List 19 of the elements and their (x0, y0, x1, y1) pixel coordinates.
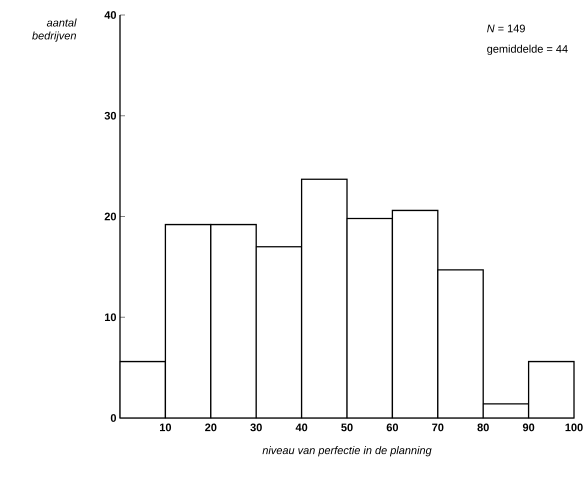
y-tick-label: 40 (104, 11, 116, 19)
x-tick-label: 100 (566, 424, 583, 432)
y-tick-label: 20 (104, 212, 116, 220)
x-tick-label: 30 (250, 424, 262, 432)
x-tick-label: 40 (296, 424, 308, 432)
x-tick-label: 80 (477, 424, 489, 432)
x-tick-label: 10 (160, 424, 172, 432)
x-tick-label: 70 (432, 424, 444, 432)
y-axis-title: aantal bedrijven (32, 18, 77, 42)
x-tick-label: 90 (522, 424, 534, 432)
y-tick-label: 0 (110, 414, 116, 422)
y-tick-label: 10 (104, 313, 116, 322)
annotation: N = 149 (487, 24, 525, 32)
annotation: gemiddelde = 44 (487, 44, 568, 55)
x-tick-label: 50 (341, 424, 353, 432)
x-tick-label: 20 (205, 424, 216, 432)
y-tick-label: 30 (104, 112, 116, 120)
x-axis-title: niveau van perfectie in de planning (262, 446, 432, 456)
x-tick-label: 60 (386, 424, 398, 432)
